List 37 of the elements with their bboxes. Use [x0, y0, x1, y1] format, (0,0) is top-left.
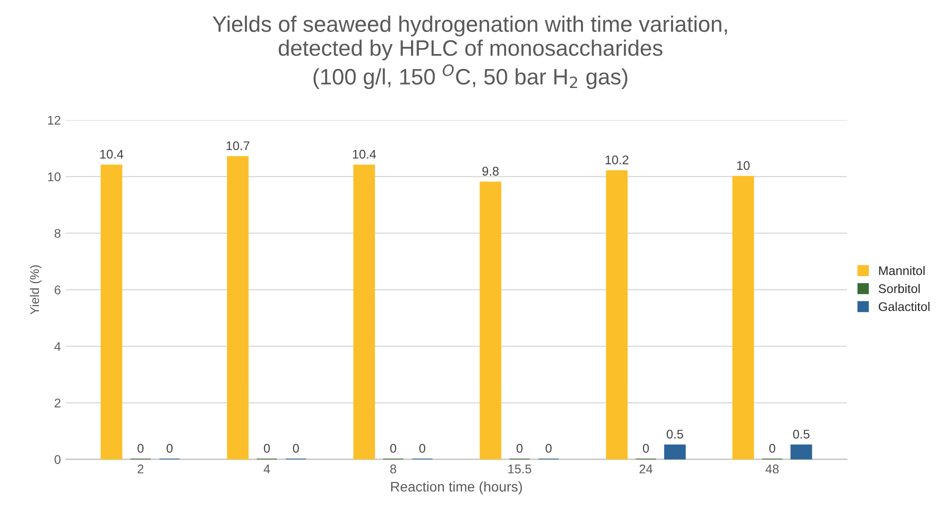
legend-label: Mannitol: [879, 266, 925, 276]
y-tick-label: 12: [48, 116, 60, 125]
x-tick-label: 24: [640, 464, 652, 474]
data-label: 10.4: [352, 150, 376, 159]
data-label: 0: [769, 444, 776, 453]
data-label: 0: [546, 444, 552, 453]
data-label: 0: [390, 444, 396, 453]
y-tick-label: 10: [48, 172, 61, 182]
data-label: 0: [642, 444, 649, 453]
x-tick-label: 8: [390, 464, 396, 474]
y-tick-label: 4: [54, 342, 61, 351]
chart-title: Yields of seaweed hydrogenation with time variation, detected by HPLC of monosaccharides (100 g/l, 150 $^{O}$C, 50 bar H$_{2}$ gas): [212, 16, 727, 90]
data-label: 9.8: [482, 166, 499, 176]
data-label: 0: [166, 444, 173, 453]
data-label: 0: [516, 444, 523, 453]
data-label: 10.7: [226, 141, 250, 150]
data-label: 10.4: [100, 150, 124, 159]
legend-label: Galactitol: [878, 302, 930, 312]
x-tick-label: 15.5: [508, 464, 532, 474]
data-label: 0: [419, 444, 426, 453]
legend-label: Sorbitol: [878, 284, 920, 294]
data-label: 0: [264, 444, 270, 453]
data-label: 10: [737, 161, 750, 170]
data-label: 0.5: [666, 430, 684, 439]
x-tick-label: 2: [138, 464, 144, 474]
y-tick-label: 2: [54, 398, 60, 408]
x-tick-label: 48: [766, 464, 779, 474]
y-axis-title: Yield (%): [30, 265, 42, 315]
x-axis-title: Reaction time (hours): [391, 481, 522, 494]
y-tick-label: 6: [54, 286, 60, 294]
y-tick-label: 8: [54, 228, 60, 238]
data-label: 0: [292, 444, 299, 453]
y-tick-label: 0: [54, 455, 61, 464]
data-label: 10.2: [606, 155, 628, 164]
data-label: 0: [138, 444, 144, 453]
x-tick-label: 4: [264, 464, 270, 474]
data-label: 0.5: [793, 430, 810, 439]
